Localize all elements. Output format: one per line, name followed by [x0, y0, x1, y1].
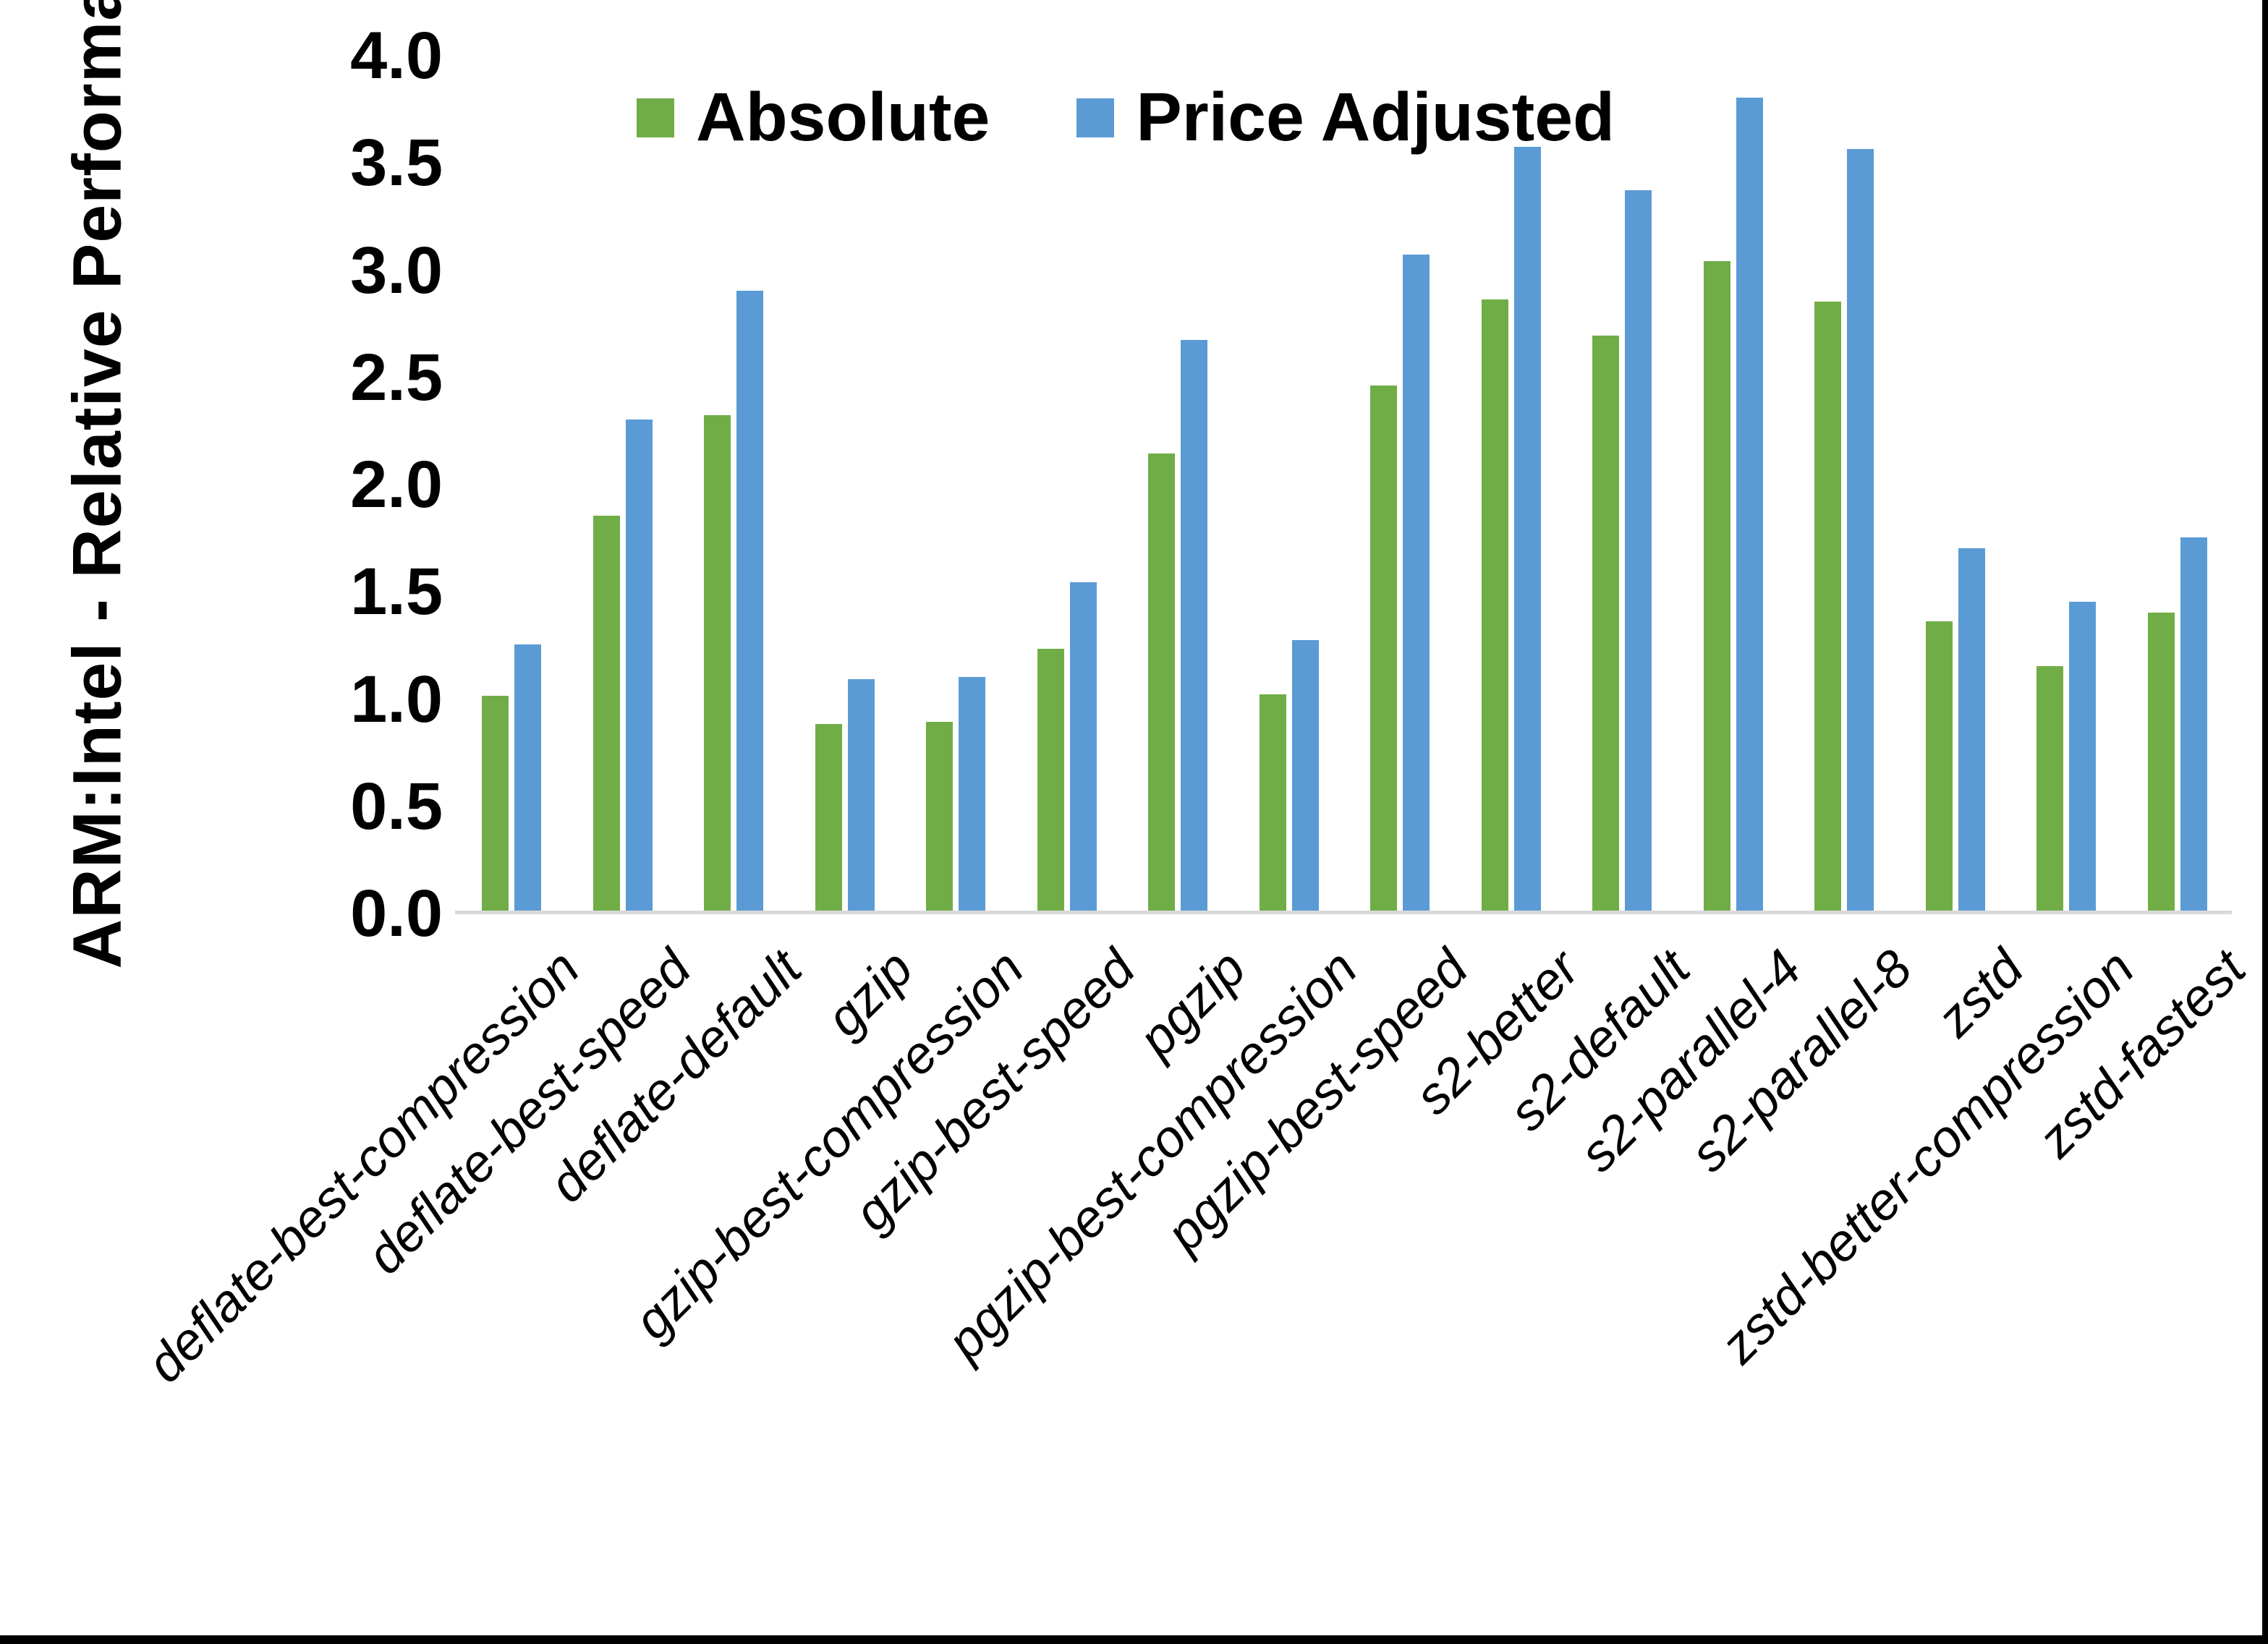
y-tick-label-0.0: 0.0: [350, 877, 443, 950]
bar-absolute-deflate-best-speed: [593, 516, 620, 911]
bar-price-adjusted-gzip: [848, 679, 875, 911]
bar-absolute-deflate-default: [704, 415, 731, 911]
bar-absolute-s2-parallel-4: [1704, 261, 1730, 911]
bar-absolute-zstd: [1926, 621, 1953, 911]
y-tick-label-2.0: 2.0: [350, 448, 443, 521]
y-tick-label-0.5: 0.5: [350, 769, 443, 843]
bar-absolute-s2-parallel-8: [1814, 302, 1841, 911]
bar-price-adjusted-s2-default: [1625, 190, 1652, 911]
bar-absolute-deflate-best-compression: [482, 696, 509, 911]
bar-absolute-s2-default: [1592, 336, 1619, 911]
bar-price-adjusted-s2-parallel-4: [1736, 98, 1763, 911]
bar-price-adjusted-pgzip-best-speed: [1403, 255, 1430, 911]
bar-price-adjusted-deflate-best-speed: [626, 419, 653, 911]
y-tick-label-2.5: 2.5: [350, 340, 443, 414]
y-tick-label-1.5: 1.5: [350, 555, 443, 629]
bar-absolute-gzip-best-speed: [1037, 649, 1064, 911]
bar-price-adjusted-s2-better: [1514, 147, 1541, 911]
bar-absolute-gzip-best-compression: [926, 722, 953, 911]
y-tick-label-3.5: 3.5: [350, 126, 443, 200]
bar-price-adjusted-pgzip-best-compression: [1292, 640, 1319, 911]
y-tick-label-4.0: 4.0: [350, 19, 443, 93]
legend-swatch-absolute-icon: [637, 98, 674, 137]
bar-price-adjusted-zstd-fastest: [2180, 537, 2207, 911]
bar-absolute-pgzip-best-speed: [1370, 386, 1397, 911]
bar-price-adjusted-gzip-best-compression: [959, 677, 985, 911]
bar-price-adjusted-deflate-default: [736, 291, 763, 911]
legend-label-absolute: Absolute: [696, 79, 990, 156]
right-border-line: [2262, 0, 2268, 1644]
y-tick-label-1.0: 1.0: [350, 662, 443, 736]
y-tick-label-3.0: 3.0: [350, 233, 443, 307]
bar-absolute-s2-better: [1482, 299, 1508, 911]
bar-price-adjusted-deflate-best-compression: [514, 644, 541, 911]
bar-price-adjusted-s2-parallel-8: [1847, 149, 1874, 911]
legend-item-price-adjusted: Price Adjusted: [1076, 78, 1615, 157]
bar-price-adjusted-pgzip: [1181, 340, 1207, 911]
y-axis-title: ARM:Intel - Relative Performance: [59, 0, 136, 969]
legend-label-price-adjusted: Price Adjusted: [1136, 79, 1615, 156]
legend-item-absolute: Absolute: [637, 78, 990, 157]
bar-absolute-pgzip: [1148, 453, 1175, 911]
x-axis-baseline: [455, 911, 2232, 914]
bar-absolute-pgzip-best-compression: [1260, 694, 1286, 911]
bar-price-adjusted-gzip-best-speed: [1070, 582, 1097, 911]
bar-absolute-zstd-better-compression: [2036, 666, 2063, 911]
bar-absolute-gzip: [815, 724, 842, 911]
bar-price-adjusted-zstd: [1958, 548, 1985, 911]
bar-price-adjusted-zstd-better-compression: [2069, 602, 2096, 911]
bottom-border-line: [0, 1635, 2268, 1644]
legend: Absolute Price Adjusted: [637, 78, 1615, 157]
legend-swatch-price-adjusted-icon: [1076, 98, 1115, 137]
bar-absolute-zstd-fastest: [2148, 613, 2175, 911]
